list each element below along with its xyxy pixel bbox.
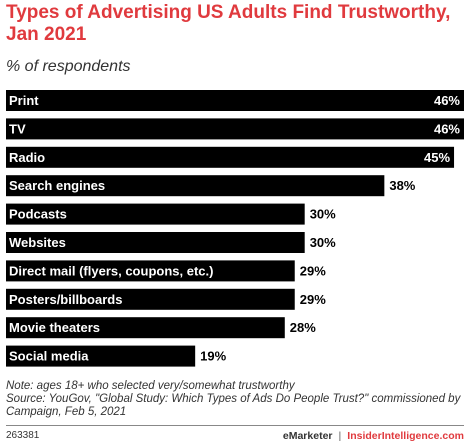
value-label: 29% [300,263,326,278]
value-label: 45% [424,150,450,165]
bar-direct-mail-flyers-coupons-etc [6,260,295,282]
value-label: 30% [310,235,336,250]
value-label: 30% [310,207,336,222]
footer-brand: eMarketer | InsiderIntelligence.com [283,430,464,442]
bar-movie-theaters [6,317,285,339]
bar-chart: Print 46% TV 46% Radio 45% Search engines 38% Po… [6,90,464,367]
value-label: 46% [434,121,460,136]
value-label: 46% [434,93,460,108]
bar-tv [6,118,464,140]
bar-radio [6,146,455,168]
value-label: 19% [200,349,226,364]
chart-subtitle: % of respondents [6,58,131,75]
category-label: TV [9,121,26,136]
bar-print [6,90,464,111]
source-line-continued: Campaign, Feb 5, 2021 [6,406,127,418]
bar-posters-billboards [6,288,295,310]
footer-divider [6,425,464,426]
chart-title: Types of Advertising US Adults Find Trus… [6,2,451,45]
bar-search-engines [6,175,385,197]
category-label: Movie theaters [9,320,100,335]
brand-emarketer: eMarketer [282,430,333,442]
category-label: Direct mail (flyers, coupons, etc.) [9,263,213,278]
bar-podcasts [6,203,305,225]
category-label: Radio [9,150,45,165]
bar-social-media [6,345,196,367]
category-label: Social media [9,349,89,364]
category-label: Websites [9,235,66,250]
category-label: Print [9,93,39,108]
category-label: Search engines [9,178,105,193]
value-label: 29% [300,292,326,307]
brand-insiderintelligence: InsiderIntelligence.com [347,430,464,442]
category-label: Podcasts [9,207,67,222]
category-label: Posters/billboards [9,292,122,307]
chart-id: 263381 [6,430,40,441]
value-label: 38% [389,178,415,193]
value-label: 28% [290,320,316,335]
brand-separator: | [338,430,342,442]
note-line: Note: ages 18+ who selected very/somewha… [6,380,295,392]
source-line: Source: YouGov, "Global Study: Which Typ… [6,393,461,405]
bar-websites [6,232,305,253]
chart-notes: Note: ages 18+ who selected very/somewha… [6,380,464,419]
